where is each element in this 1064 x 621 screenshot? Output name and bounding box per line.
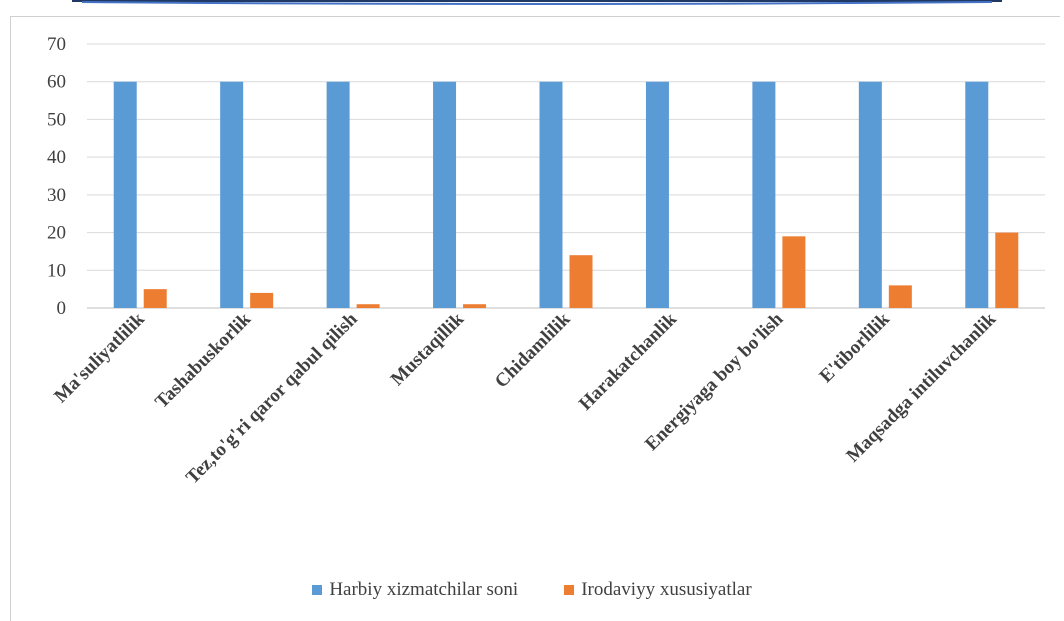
legend-swatch-series-1 — [564, 585, 574, 595]
bar-series-0 — [327, 82, 350, 308]
bar-series-1 — [144, 289, 167, 308]
x-tick-label: Ma'suliyatlilik — [50, 308, 149, 407]
bar-series-1 — [889, 285, 912, 308]
bar-series-0 — [752, 82, 775, 308]
x-tick-label: Tashabuskorlik — [151, 308, 255, 412]
bar-series-1 — [782, 236, 805, 308]
legend-item-series-0: Harbiy xizmatchilar soni — [312, 579, 518, 601]
legend-swatch-series-0 — [312, 585, 322, 595]
legend-label-series-1: Irodaviyy xususiyatlar — [581, 579, 751, 601]
legend-label-series-0: Harbiy xizmatchilar soni — [329, 579, 518, 601]
bar-chart: 0 10 20 30 40 50 60 70 Ma'suliyatlilik Tashabusk… — [0, 0, 1064, 575]
y-tick-label: 10 — [47, 260, 66, 281]
bar-series-0 — [859, 82, 882, 308]
x-tick-label: E'tiborlilik — [816, 308, 895, 387]
x-tick-label: Mustaqillik — [387, 308, 469, 390]
x-tick-label: Harakatchanlik — [575, 308, 681, 414]
y-tick-label: 40 — [47, 147, 66, 168]
bar-series-1 — [357, 304, 380, 308]
bar-series-0 — [433, 82, 456, 308]
x-tick-label: Tez,to'g'ri qaror qabul qilish — [182, 308, 362, 488]
bar-series-0 — [220, 82, 243, 308]
legend-item-series-1: Irodaviyy xususiyatlar — [564, 579, 751, 601]
bar-series-1 — [463, 304, 486, 308]
x-tick-label: Chidamlilik — [491, 308, 575, 392]
y-tick-label: 30 — [47, 185, 66, 206]
bar-series-0 — [540, 82, 563, 308]
y-tick-label: 60 — [47, 72, 66, 93]
y-tick-label: 70 — [47, 34, 66, 55]
legend: Harbiy xizmatchilar soni Irodaviyy xusus… — [0, 579, 1064, 601]
bar-series-0 — [646, 82, 669, 308]
y-tick-label: 0 — [57, 298, 67, 319]
bar-series-0 — [965, 82, 988, 308]
bar-series-1 — [995, 233, 1018, 308]
bar-series-1 — [570, 255, 593, 308]
bar-series-1 — [250, 293, 273, 308]
y-axis: 0 10 20 30 40 50 60 70 — [47, 34, 66, 319]
y-tick-label: 50 — [47, 109, 66, 130]
y-tick-label: 20 — [47, 223, 66, 244]
bar-series-0 — [114, 82, 137, 308]
x-axis: Ma'suliyatlilik TashabuskorlikTez,to'g'ri… — [50, 308, 1000, 488]
